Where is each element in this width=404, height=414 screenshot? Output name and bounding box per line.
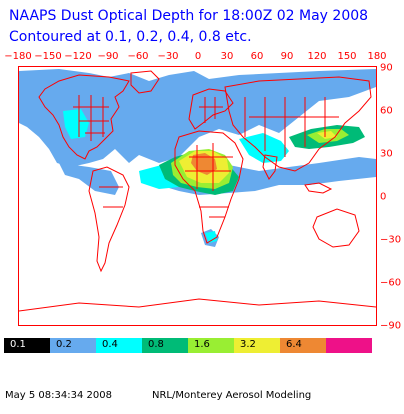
country-borders (73, 95, 339, 218)
lon-tick-label: 120 (307, 51, 327, 62)
map-title: NAAPS Dust Optical Depth for 18:00Z 02 M… (9, 8, 369, 24)
lat-tick-label: 60 (380, 105, 393, 117)
south-america-coast (88, 166, 130, 273)
colorbar-cell: 3.2 (234, 338, 280, 353)
lat-tick-label: −90 (380, 320, 402, 332)
antarctica-coast (19, 298, 376, 312)
lon-tick-label: 0 (194, 51, 202, 62)
latitude-axis-labels: 90 60 30 0 −30 −60 −90 (380, 0, 404, 340)
colorbar-cell: 0.2 (50, 338, 96, 353)
greenland-coast (130, 70, 160, 94)
credit-text: NRL/Monterey Aerosol Modeling (152, 390, 312, 401)
lat-tick-label: 90 (380, 62, 393, 74)
colorbar-cell: 6.4 (280, 338, 326, 353)
north-america-coast (38, 74, 130, 160)
lat-tick-label: 30 (380, 148, 393, 160)
lon-tick-label: 180 (367, 51, 387, 62)
colorbar-label: 0.4 (102, 339, 118, 350)
lon-tick-label: −120 (64, 51, 92, 62)
map-subtitle: Contoured at 0.1, 0.2, 0.4, 0.8 etc. (9, 29, 252, 45)
india-coast (262, 154, 278, 180)
lat-tick-label: −60 (380, 277, 402, 289)
lon-tick-label: 150 (337, 51, 357, 62)
lat-tick-label: −30 (380, 234, 402, 246)
lon-tick-label: −90 (97, 51, 119, 62)
europe-coast (188, 88, 234, 130)
colorbar-label: 0.2 (56, 339, 72, 350)
colorbar-cell (326, 338, 372, 353)
indonesia-coast (304, 182, 333, 194)
colorbar-cell: 0.8 (142, 338, 188, 353)
lat-tick-label: 0 (380, 191, 387, 203)
australia-coast (312, 208, 360, 248)
colorbar-label: 0.8 (148, 339, 164, 350)
lon-tick-label: 60 (250, 51, 264, 62)
colorbar-label: 0.1 (10, 339, 26, 350)
lon-tick-label: −150 (34, 51, 62, 62)
colorbar-cell: 1.6 (188, 338, 234, 353)
dust-optical-depth-map (19, 69, 376, 312)
lon-tick-label: −30 (157, 51, 179, 62)
lon-tick-label: 90 (280, 51, 294, 62)
lon-tick-label: 30 (220, 51, 234, 62)
lon-tick-label: −60 (127, 51, 149, 62)
colorbar-cell: 0.1 (4, 338, 50, 353)
run-timestamp: May 5 08:34:34 2008 (5, 390, 112, 401)
asia-coast (224, 76, 372, 172)
world-map-panel (18, 66, 377, 326)
coastlines (19, 70, 376, 312)
longitude-axis-labels: −180 −150 −120 −90 −60 −30 0 30 60 90 12… (0, 51, 404, 63)
africa-coast (174, 130, 244, 244)
colorbar-label: 1.6 (194, 339, 210, 350)
colorbar-label: 3.2 (240, 339, 256, 350)
colorbar-cell: 0.4 (96, 338, 142, 353)
colorbar-label: 6.4 (286, 339, 302, 350)
lon-tick-label: −180 (4, 51, 32, 62)
colorbar-legend: 0.1 0.2 0.4 0.8 1.6 3.2 6.4 (4, 338, 372, 353)
